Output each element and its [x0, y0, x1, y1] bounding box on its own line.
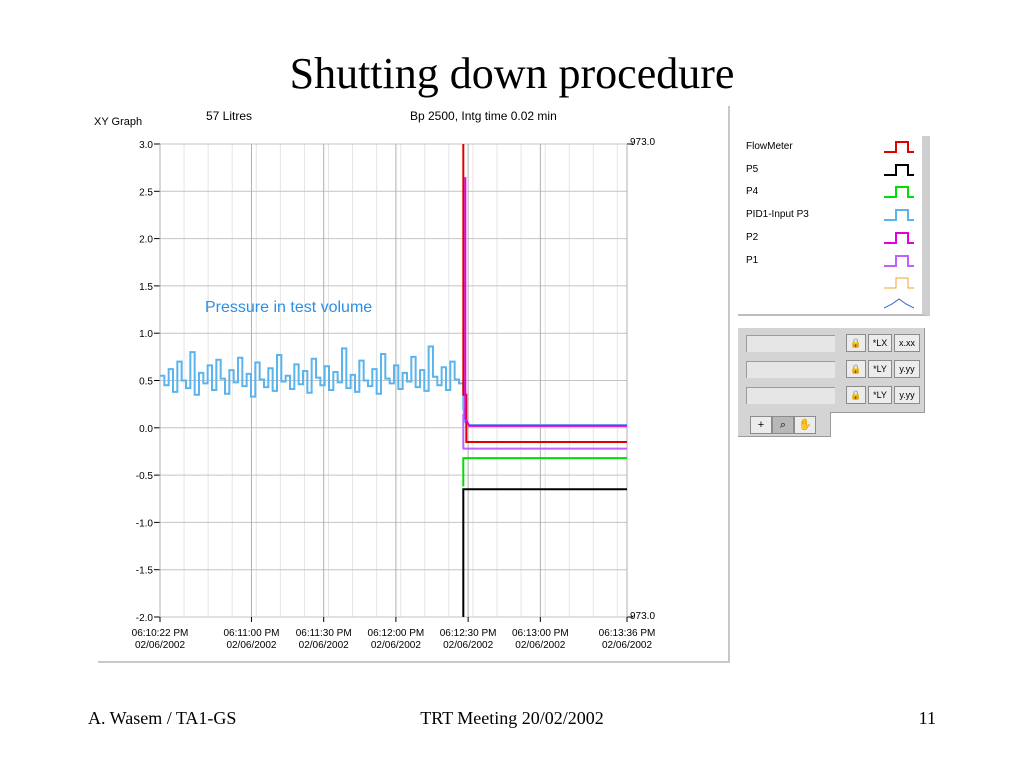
legend-item-flowmeter: FlowMeter — [746, 141, 793, 152]
slide-title: Shutting down procedure — [289, 49, 735, 98]
scale-control-panel: 🔒 *LX x.xx 🔒 *LY y.yy 🔒 *LY y.yy — [738, 328, 925, 413]
footer-meeting: TRT Meeting 20/02/2002 — [420, 708, 604, 728]
y-tick-label: 0.5 — [139, 377, 153, 388]
scale-y1-field[interactable] — [746, 361, 835, 378]
scale-row-y1: 🔒 *LY y.yy — [746, 360, 920, 378]
y-tick-label: -1.5 — [136, 566, 154, 577]
legend-swatch-unnamed-blue[interactable] — [884, 296, 914, 312]
x-tick-time-label: 06:13:00 PM — [512, 628, 569, 639]
y-tick-label: -2.0 — [136, 613, 154, 624]
series-line-p2 — [464, 177, 627, 427]
legend-swatch-p5[interactable] — [884, 162, 914, 178]
x-tick-date-label: 02/06/2002 — [443, 640, 493, 651]
legend-item-p5: P5 — [746, 164, 759, 175]
legend-swatch-p1[interactable] — [884, 253, 914, 269]
right-axis-top-label: 973.0 — [630, 137, 656, 148]
scale-row-x: 🔒 *LX x.xx — [746, 334, 920, 352]
lock-icon[interactable]: 🔒 — [846, 334, 866, 352]
y-tick-label: -1.0 — [136, 518, 154, 529]
y-tick-label: 3.0 — [139, 140, 153, 151]
cursor-tool-icon[interactable]: + — [750, 416, 772, 434]
pressure-annotation: Pressure in test volume — [205, 299, 373, 316]
scale-x-field[interactable] — [746, 335, 835, 352]
graph-tool-palette: + ⌕ ✋ — [738, 412, 831, 437]
xy-graph-panel: XY Graph 57 Litres Bp 2500, Intg time 0.… — [94, 106, 730, 663]
autoscale-y2-button[interactable]: *LY — [868, 386, 892, 404]
series-line-p5 — [462, 488, 627, 617]
y-tick-label: 2.0 — [139, 235, 153, 246]
lock-icon[interactable]: 🔒 — [846, 360, 866, 378]
footer-author: A. Wasem / TA1-GS — [88, 708, 237, 728]
y-tick-label: 1.0 — [139, 329, 153, 340]
y-tick-label: 2.5 — [139, 187, 153, 198]
x-tick-time-label: 06:10:22 PM — [132, 628, 189, 639]
format-y1-button[interactable]: y.yy — [894, 360, 920, 378]
x-tick-date-label: 02/06/2002 — [371, 640, 421, 651]
legend-swatch-p2[interactable] — [884, 230, 914, 246]
format-y2-button[interactable]: y.yy — [894, 386, 920, 404]
y-tick-label: 0.0 — [139, 424, 153, 435]
legend-swatch-flowmeter[interactable] — [884, 139, 914, 155]
legend-swatch-p4[interactable] — [884, 184, 914, 200]
series-line-pid1-input-p3 — [160, 345, 627, 426]
x-tick-time-label: 06:11:30 PM — [296, 628, 352, 639]
x-tick-time-label: 06:11:00 PM — [223, 628, 279, 639]
x-tick-time-label: 06:12:00 PM — [368, 628, 425, 639]
graph-annotation-litres: 57 Litres — [206, 109, 253, 123]
pan-tool-icon[interactable]: ✋ — [794, 416, 816, 434]
zoom-tool-icon[interactable]: ⌕ — [772, 416, 794, 434]
autoscale-x-button[interactable]: *LX — [868, 334, 892, 352]
y-tick-label: -0.5 — [136, 471, 154, 482]
x-tick-date-label: 02/06/2002 — [602, 640, 652, 651]
series-line-p4 — [462, 457, 627, 487]
legend-swatch-unnamed-orange[interactable] — [884, 275, 914, 291]
right-axis-bottom-label: 973.0 — [630, 611, 656, 622]
x-tick-date-label: 02/06/2002 — [299, 640, 349, 651]
scale-y2-field[interactable] — [746, 387, 835, 404]
graph-label: XY Graph — [94, 116, 143, 128]
format-x-button[interactable]: x.xx — [894, 334, 920, 352]
scale-row-y2: 🔒 *LY y.yy — [746, 386, 920, 404]
x-tick-date-label: 02/06/2002 — [226, 640, 276, 651]
plot-legend: FlowMeter P5 P4 PID1-Input P3 P2 P1 — [738, 136, 930, 316]
x-tick-time-label: 06:13:36 PM — [599, 628, 656, 639]
footer-page-number: 11 — [918, 708, 936, 728]
graph-annotation-bp: Bp 2500, Intg time 0.02 min — [410, 109, 557, 123]
legend-swatch-pid1-input-p3[interactable] — [884, 207, 914, 223]
x-tick-date-label: 02/06/2002 — [135, 640, 185, 651]
x-tick-time-label: 06:12:30 PM — [440, 628, 497, 639]
y-tick-label: 1.5 — [139, 282, 153, 293]
xy-chart: 3.0 2.5 2.0 1.5 1.0 0.5 0.0 -0.5 -1.0 -1.5 -2.0 06:… — [132, 140, 656, 651]
lock-icon[interactable]: 🔒 — [846, 386, 866, 404]
legend-item-p4: P4 — [746, 186, 759, 197]
legend-item-pid1-input-p3: PID1-Input P3 — [746, 209, 809, 220]
x-tick-date-label: 02/06/2002 — [515, 640, 565, 651]
series-line-p1 — [462, 413, 627, 450]
legend-item-p1: P1 — [746, 255, 759, 266]
legend-item-p2: P2 — [746, 232, 759, 243]
autoscale-y1-button[interactable]: *LY — [868, 360, 892, 378]
